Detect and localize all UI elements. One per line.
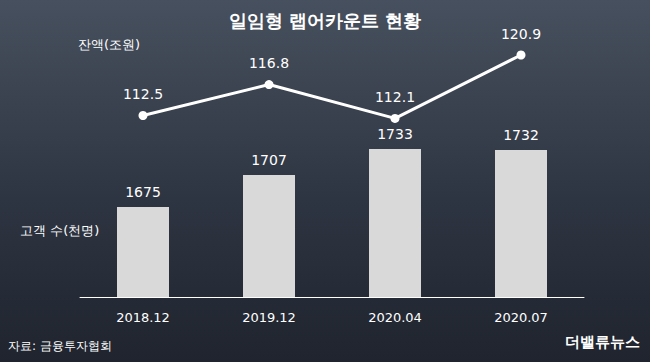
- svg-text:120.9: 120.9: [501, 26, 541, 42]
- svg-text:2019.12: 2019.12: [242, 310, 296, 325]
- svg-text:더밸류뉴스: 더밸류뉴스: [565, 333, 640, 351]
- svg-text:일임형 랩어카운트 현황: 일임형 랩어카운트 현황: [229, 10, 422, 31]
- svg-text:1707: 1707: [251, 152, 287, 168]
- svg-text:고객 수(천명): 고객 수(천명): [20, 223, 99, 238]
- svg-text:116.8: 116.8: [249, 55, 289, 71]
- svg-text:2020.04: 2020.04: [368, 310, 422, 325]
- svg-text:자료: 금융투자협회: 자료: 금융투자협회: [8, 339, 112, 353]
- svg-text:2020.07: 2020.07: [494, 310, 548, 325]
- svg-text:112.5: 112.5: [123, 86, 163, 102]
- svg-text:1732: 1732: [503, 127, 539, 143]
- svg-text:2018.12: 2018.12: [116, 310, 170, 325]
- svg-text:잔액(조원): 잔액(조원): [78, 37, 140, 52]
- svg-text:112.1: 112.1: [375, 89, 415, 105]
- svg-text:1733: 1733: [377, 126, 413, 142]
- svg-text:1675: 1675: [125, 184, 161, 200]
